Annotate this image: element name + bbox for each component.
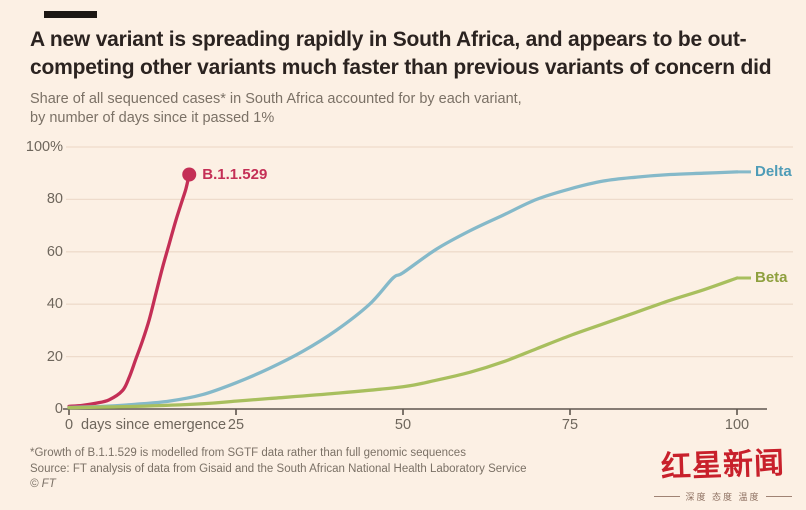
x-axis-label: days since emergence (81, 417, 227, 433)
redstar-news-logo-text: 红星新闻 (660, 446, 786, 485)
footnote-source: Source: FT analysis of data from Gisaid … (30, 462, 527, 475)
redstar-news-tagline: 深度 态度 温度 (685, 492, 761, 502)
series-end-marker-B.1.1.529 (182, 167, 197, 182)
redstar-news-tagline-row: 深度 态度 温度 (644, 490, 802, 503)
y-tick-label: 20 (46, 348, 63, 365)
series-label-B.1.1.529: B.1.1.529 (202, 165, 268, 183)
series-label-Beta: Beta (755, 269, 788, 286)
tagline-left-dash (654, 496, 681, 497)
redstar-news-logo: 红星新闻 深度 态度 温度 (644, 440, 802, 503)
tagline-right-dash (765, 496, 792, 497)
y-tick-label: 40 (46, 296, 63, 313)
y-tick-label: 80 (46, 191, 63, 208)
y-tick-label: 0 (54, 401, 63, 417)
chart-title: A new variant is spreading rapidly in So… (30, 26, 772, 82)
x-tick-label: 0 (64, 417, 74, 433)
kicker-bar (44, 11, 97, 18)
chart-subtitle: Share of all sequenced cases* in South A… (30, 90, 522, 128)
chart-subtitle-line2: by number of days since it passed 1% (30, 110, 275, 126)
x-tick-label: 100 (724, 417, 750, 433)
footnote-copyright: © FT (30, 478, 56, 490)
series-line-Delta (67, 170, 739, 410)
y-tick-label: 100% (25, 139, 63, 155)
footnotes: *Growth of B.1.1.529 is modelled from SG… (30, 446, 526, 493)
chart-title-line1: A new variant is spreading rapidly in So… (30, 28, 747, 51)
x-tick-label: 50 (394, 417, 412, 433)
series-line-Beta (67, 276, 739, 410)
y-tick-label: 60 (46, 243, 63, 260)
x-tick-label: 75 (561, 417, 579, 433)
chart-title-line2: competing other variants much faster tha… (30, 56, 772, 79)
footnote-asterisk: *Growth of B.1.1.529 is modelled from SG… (30, 447, 466, 459)
series-label-Delta: Delta (755, 162, 792, 180)
x-tick-label: 25 (227, 417, 245, 433)
chart-subtitle-line1: Share of all sequenced cases* in South A… (30, 91, 522, 107)
series-line-B.1.1.529 (67, 172, 191, 409)
